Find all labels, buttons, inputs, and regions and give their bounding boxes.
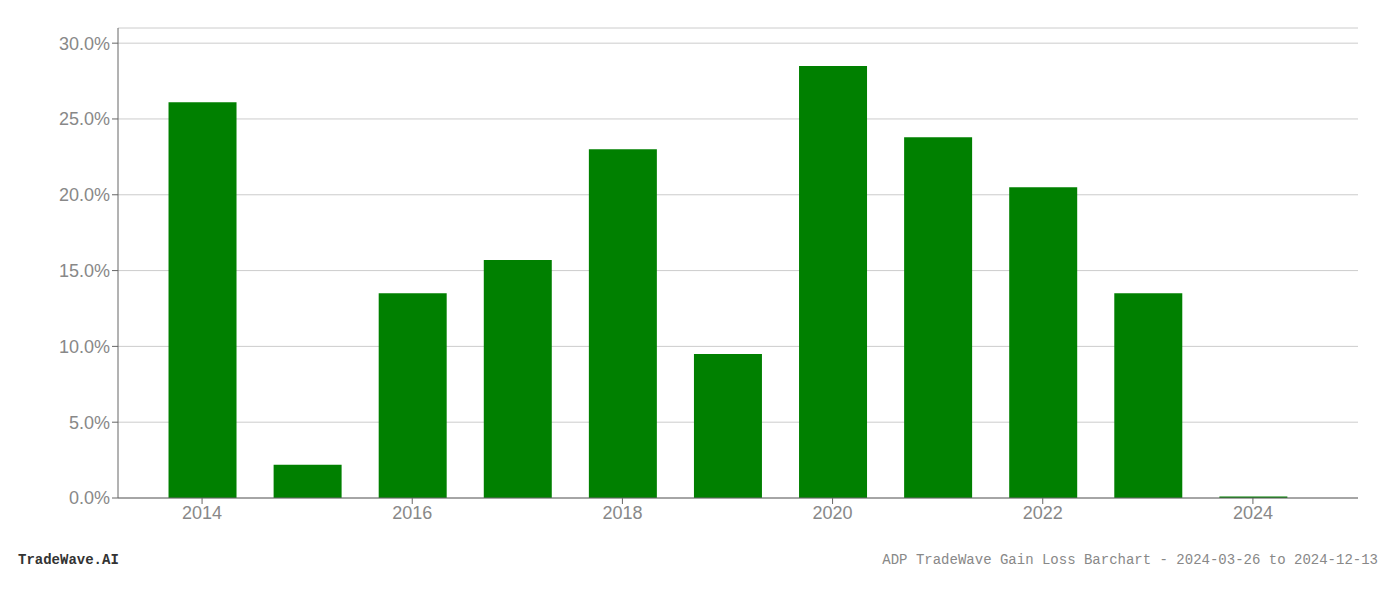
svg-text:30.0%: 30.0% <box>59 34 110 54</box>
svg-text:2016: 2016 <box>392 503 432 523</box>
svg-text:2024: 2024 <box>1233 503 1273 523</box>
html-text:ADP TradeWave Gain Loss Barcha: ADP TradeWave Gain Loss Barchart - 2024-… <box>882 552 1378 568</box>
html-text:TradeWave.AI: TradeWave.AI <box>18 552 119 568</box>
svg-text:10.0%: 10.0% <box>59 337 110 357</box>
svg-text:5.0%: 5.0% <box>69 413 110 433</box>
svg-text:15.0%: 15.0% <box>59 261 110 281</box>
svg-text:2014: 2014 <box>182 503 222 523</box>
svg-text:0.0%: 0.0% <box>69 488 110 508</box>
svg-text:2020: 2020 <box>813 503 853 523</box>
svg-text:20.0%: 20.0% <box>59 185 110 205</box>
svg-text:2022: 2022 <box>1023 503 1063 523</box>
svg-text:2018: 2018 <box>602 503 642 523</box>
svg-text:25.0%: 25.0% <box>59 109 110 129</box>
